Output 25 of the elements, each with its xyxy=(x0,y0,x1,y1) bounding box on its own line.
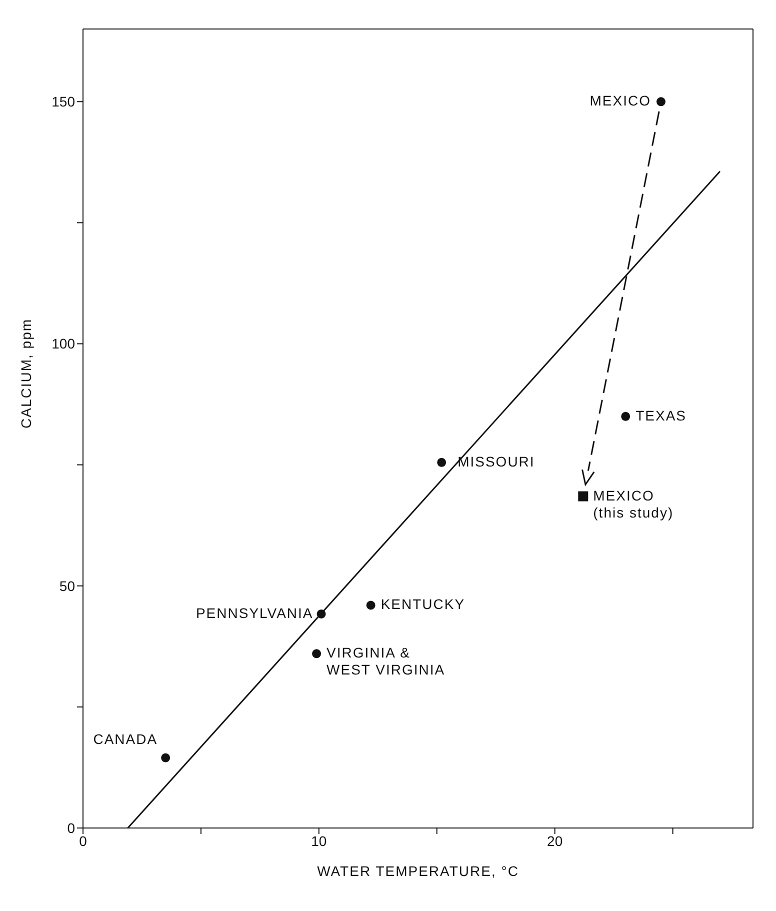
y-tick-label: 100 xyxy=(52,336,76,352)
point xyxy=(621,412,630,421)
point xyxy=(578,491,588,502)
annotation: TEXAS xyxy=(636,407,687,424)
x-axis-title: WATER TEMPERATURE, °C xyxy=(317,863,519,879)
annotation: CANADA xyxy=(93,730,158,747)
y-axis-title: CALCIUM, ppm xyxy=(18,318,34,428)
annotation: MEXICO xyxy=(590,92,651,109)
x-tick-label: 20 xyxy=(547,832,563,849)
annotation: VIRGINIA & WEST VIRGINIA xyxy=(326,644,446,678)
point xyxy=(161,753,170,762)
y-tick-label: 150 xyxy=(52,94,76,110)
x-tick-label: 10 xyxy=(311,832,327,849)
y-tick-label: 0 xyxy=(67,820,76,836)
annotation: KENTUCKY xyxy=(380,596,466,612)
point xyxy=(437,458,446,467)
point xyxy=(656,97,666,106)
y-tick-label: 50 xyxy=(59,578,76,594)
point xyxy=(312,649,322,658)
point xyxy=(366,600,376,610)
annotation: MISSOURI xyxy=(458,453,535,470)
x-tick-label: 0 xyxy=(79,832,88,849)
annotation: MEXICO (this study) xyxy=(593,487,674,520)
annotation: PENNSYLVANIA xyxy=(196,604,314,621)
point xyxy=(316,609,326,618)
